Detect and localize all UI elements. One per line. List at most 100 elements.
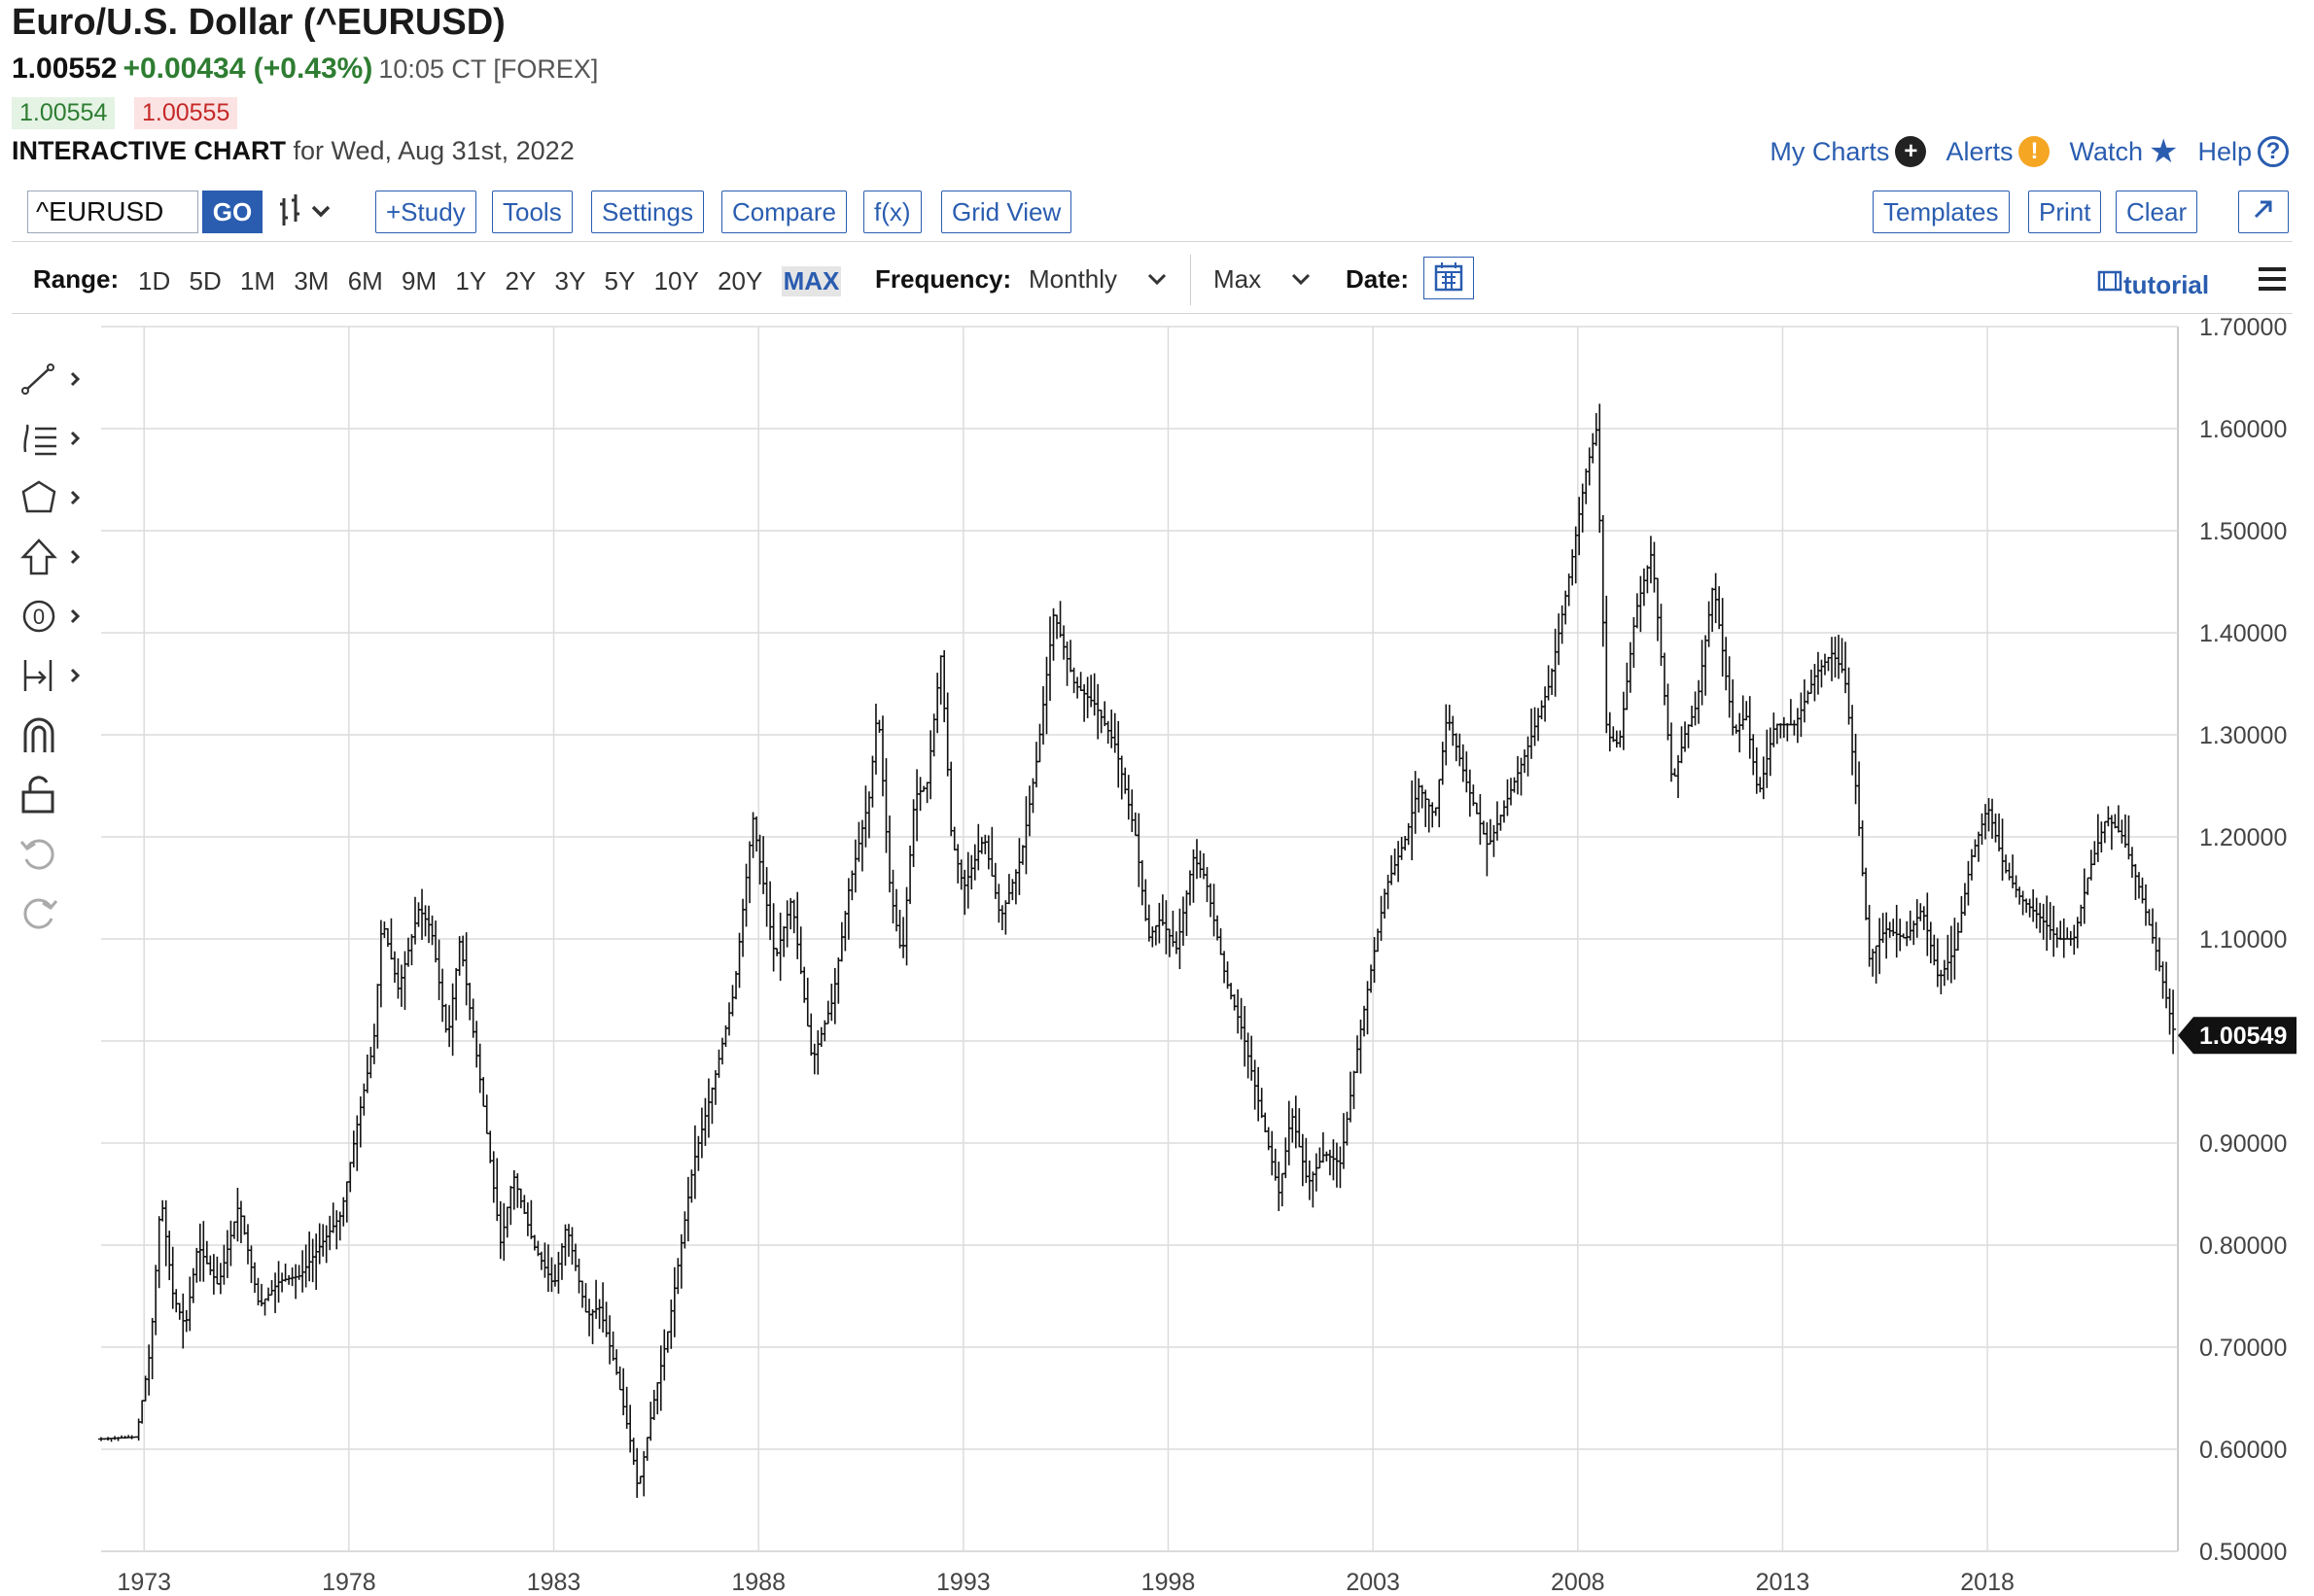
ohlc-bar (1299, 1133, 1306, 1187)
arrow-up-icon[interactable] (18, 538, 86, 576)
ohlc-bar (865, 791, 872, 839)
period-select[interactable]: Max (1213, 264, 1313, 295)
help-link[interactable]: Help? (2197, 136, 2289, 167)
ohlc-bar (1118, 755, 1125, 800)
range-6m[interactable]: 6M (347, 266, 383, 295)
ohlc-bar (1023, 796, 1030, 875)
range-1y[interactable]: 1Y (455, 266, 487, 295)
ohlc-bar (777, 912, 784, 982)
ohlc-bar (316, 1223, 323, 1265)
watch-link[interactable]: Watch ★ (2069, 133, 2179, 170)
symbol-input[interactable] (27, 191, 198, 233)
menu-icon[interactable] (2256, 264, 2289, 300)
calendar-icon[interactable] (1423, 257, 1474, 299)
lock-icon[interactable] (18, 775, 86, 814)
ohlc-bar (1702, 635, 1709, 696)
ohlc-bar (214, 1256, 221, 1285)
x-tick-label: 1983 (527, 1569, 581, 1596)
grid-view-button[interactable]: Grid View (941, 191, 1072, 233)
ohlc-bar (1391, 849, 1398, 876)
ohlc-bar (1409, 781, 1416, 861)
ohlc-bar (1061, 625, 1068, 660)
clear-button[interactable]: Clear (2116, 191, 2198, 233)
templates-button[interactable]: Templates (1873, 191, 2010, 233)
ohlc-bar (1228, 983, 1235, 1000)
fib-icon[interactable] (18, 419, 86, 458)
ohlc-bar (1590, 433, 1596, 464)
ohlc-bar (852, 839, 859, 893)
ohlc-bar (702, 1097, 709, 1146)
ohlc-bar (712, 1070, 719, 1105)
ohlc-bar (770, 903, 777, 972)
trendline-icon[interactable] (18, 360, 86, 399)
range-max[interactable]: MAX (781, 266, 842, 296)
shapes-icon[interactable] (18, 478, 86, 517)
ohlc-bar (924, 781, 930, 804)
add-study-button[interactable]: +Study (375, 191, 476, 233)
ohlc-bar (146, 1344, 153, 1396)
range-2y[interactable]: 2Y (505, 266, 537, 295)
ohlc-bar (1958, 895, 1965, 933)
ohlc-bar (193, 1247, 200, 1283)
ohlc-bar (941, 649, 948, 723)
ohlc-bar (835, 957, 842, 1004)
ohlc-bar (1210, 884, 1217, 937)
ohlc-bar (808, 1013, 815, 1057)
circle-zero-icon[interactable]: 0 (18, 597, 86, 636)
range-5y[interactable]: 5Y (604, 266, 636, 295)
print-button[interactable]: Print (2028, 191, 2102, 233)
my-charts-link[interactable]: My Charts + (1770, 136, 1927, 167)
range-3y[interactable]: 3Y (554, 266, 586, 295)
ohlc-bar (1156, 902, 1163, 944)
ohlc-bar (896, 910, 903, 949)
undo-icon[interactable] (18, 834, 86, 873)
ohlc-bar (797, 926, 804, 975)
ohlc-bar (1242, 1006, 1248, 1067)
ohlc-bar (2026, 898, 2033, 918)
magnet-icon[interactable] (18, 715, 86, 754)
tutorial-link[interactable]: tutorial (2096, 268, 2209, 300)
y-tick-label: 1.40000 (2199, 620, 2287, 647)
ohlc-bar (1992, 813, 1999, 843)
fx-button[interactable]: f(x) (863, 191, 922, 233)
ohlc-bar (2044, 895, 2051, 952)
tools-button[interactable]: Tools (492, 191, 573, 233)
ohlc-bar (449, 983, 456, 1057)
ohlc-bar (2163, 961, 2170, 1009)
frequency-select[interactable]: Monthly (1029, 264, 1169, 295)
ohlc-bar (463, 932, 470, 1006)
range-3m[interactable]: 3M (294, 266, 330, 295)
compare-button[interactable]: Compare (721, 191, 847, 233)
ohlc-bars-icon[interactable] (278, 192, 338, 238)
measure-icon[interactable] (18, 656, 86, 695)
range-20y[interactable]: 20Y (718, 266, 763, 295)
ohlc-bar (1682, 721, 1689, 752)
ohlc-bar (439, 968, 446, 1023)
ohlc-bar (1054, 614, 1061, 640)
settings-button[interactable]: Settings (591, 191, 704, 233)
ohlc-bar (1839, 638, 1845, 674)
range-5d[interactable]: 5D (189, 266, 222, 295)
exclamation-icon: ! (2018, 136, 2051, 167)
ohlc-bar (879, 715, 886, 797)
ohlc-bar (241, 1215, 248, 1235)
film-icon (2097, 270, 2122, 292)
go-button[interactable]: GO (202, 191, 263, 233)
chart-grid (101, 326, 2179, 1552)
ohlc-bar (1845, 667, 1852, 725)
redo-icon[interactable] (18, 893, 86, 932)
ohlc-bar (2121, 814, 2128, 849)
range-9m[interactable]: 9M (402, 266, 438, 295)
alerts-link[interactable]: Alerts! (1946, 136, 2051, 167)
ohlc-bar (460, 935, 467, 967)
ohlc-bar (634, 1447, 641, 1498)
expand-arrow-icon[interactable] (2238, 191, 2289, 233)
ohlc-bar (228, 1220, 234, 1266)
bid-price: 1.00554 (12, 97, 116, 129)
range-10y[interactable]: 10Y (653, 266, 699, 295)
ohlc-bar (1057, 601, 1064, 638)
range-1m[interactable]: 1M (239, 266, 276, 295)
ohlc-bar (524, 1202, 531, 1236)
range-1d[interactable]: 1D (138, 266, 171, 295)
